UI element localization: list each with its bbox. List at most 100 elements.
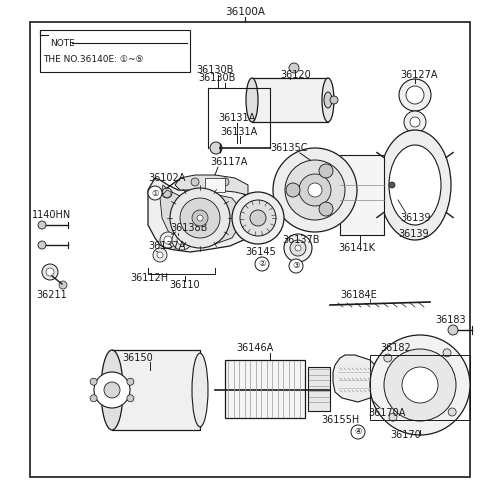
Text: 36170A: 36170A	[368, 408, 406, 418]
Text: 36130B: 36130B	[196, 65, 233, 75]
Circle shape	[319, 202, 333, 216]
Circle shape	[157, 252, 163, 258]
Text: 36100A: 36100A	[225, 7, 265, 17]
Text: 36139: 36139	[398, 229, 429, 239]
Circle shape	[172, 230, 192, 250]
Bar	[252, 78, 328, 122]
Circle shape	[210, 142, 222, 154]
Polygon shape	[333, 355, 380, 402]
Circle shape	[410, 117, 420, 127]
Circle shape	[299, 174, 331, 206]
Text: 36138B: 36138B	[170, 223, 207, 233]
Text: ④: ④	[354, 428, 362, 436]
Circle shape	[240, 200, 276, 236]
Circle shape	[319, 164, 333, 178]
Circle shape	[370, 335, 470, 435]
Circle shape	[127, 378, 134, 385]
Circle shape	[180, 198, 220, 238]
Circle shape	[295, 245, 301, 251]
Text: 36135C: 36135C	[270, 143, 308, 153]
Text: 1140HN: 1140HN	[32, 210, 71, 220]
Circle shape	[289, 63, 299, 73]
Circle shape	[192, 210, 208, 226]
Circle shape	[399, 79, 431, 111]
Text: 36137B: 36137B	[282, 235, 320, 245]
Circle shape	[38, 221, 46, 229]
Circle shape	[290, 240, 306, 256]
Ellipse shape	[101, 350, 123, 430]
Bar	[340, 155, 384, 235]
Circle shape	[232, 192, 284, 244]
Text: 36170: 36170	[390, 430, 421, 440]
Text: 36120: 36120	[280, 70, 311, 80]
Circle shape	[406, 86, 424, 104]
Circle shape	[164, 236, 172, 244]
Circle shape	[384, 349, 456, 421]
Bar	[308, 367, 330, 411]
Text: 36182: 36182	[380, 343, 411, 353]
Bar	[112, 350, 200, 430]
Circle shape	[221, 178, 229, 186]
Text: 36117A: 36117A	[210, 157, 247, 167]
Circle shape	[289, 259, 303, 273]
Text: 36211: 36211	[36, 290, 67, 300]
Circle shape	[46, 268, 54, 276]
Text: 36145: 36145	[245, 247, 276, 257]
Circle shape	[94, 372, 130, 408]
Circle shape	[308, 183, 322, 197]
Circle shape	[255, 257, 269, 271]
Circle shape	[59, 281, 67, 289]
Circle shape	[389, 182, 395, 188]
Circle shape	[160, 232, 176, 248]
Circle shape	[284, 234, 312, 262]
Circle shape	[170, 188, 230, 248]
Text: ②: ②	[258, 259, 266, 269]
Bar	[370, 355, 470, 420]
Polygon shape	[160, 185, 240, 246]
Circle shape	[148, 186, 162, 200]
Ellipse shape	[322, 78, 334, 122]
Circle shape	[127, 395, 134, 402]
Circle shape	[448, 325, 458, 335]
Text: 36131A: 36131A	[218, 113, 255, 123]
Text: 36183: 36183	[435, 315, 466, 325]
Text: THE NO.36140E: ①~⑤: THE NO.36140E: ①~⑤	[43, 56, 144, 64]
Circle shape	[250, 210, 266, 226]
Polygon shape	[175, 175, 248, 195]
Text: 36150: 36150	[122, 353, 153, 363]
Text: 36127A: 36127A	[400, 70, 437, 80]
Ellipse shape	[389, 145, 441, 225]
Polygon shape	[163, 190, 171, 198]
Circle shape	[177, 235, 187, 245]
Circle shape	[351, 425, 365, 439]
Circle shape	[389, 413, 397, 421]
Circle shape	[285, 160, 345, 220]
Ellipse shape	[324, 92, 332, 108]
Circle shape	[162, 188, 172, 198]
Text: 36110: 36110	[170, 280, 200, 290]
Text: 36131A: 36131A	[220, 127, 257, 137]
Circle shape	[90, 395, 97, 402]
Text: 36102A: 36102A	[148, 173, 185, 183]
Text: 36184E: 36184E	[340, 290, 377, 300]
Text: 36155H: 36155H	[321, 415, 359, 425]
Text: 36112H: 36112H	[130, 273, 168, 283]
Circle shape	[191, 178, 199, 186]
Bar	[205, 178, 225, 192]
Text: 36137A: 36137A	[148, 241, 185, 251]
Text: NOTE: NOTE	[50, 38, 75, 48]
Polygon shape	[148, 178, 250, 252]
Text: 36146A: 36146A	[236, 343, 274, 353]
Circle shape	[402, 367, 438, 403]
Text: ③: ③	[292, 262, 300, 271]
Circle shape	[448, 408, 456, 416]
Circle shape	[330, 96, 338, 104]
Text: 36141K: 36141K	[338, 243, 375, 253]
Ellipse shape	[246, 78, 258, 122]
Ellipse shape	[192, 353, 208, 427]
Circle shape	[38, 241, 46, 249]
Bar	[225, 360, 305, 418]
Circle shape	[404, 111, 426, 133]
Circle shape	[384, 354, 392, 362]
Text: ①: ①	[151, 188, 159, 197]
